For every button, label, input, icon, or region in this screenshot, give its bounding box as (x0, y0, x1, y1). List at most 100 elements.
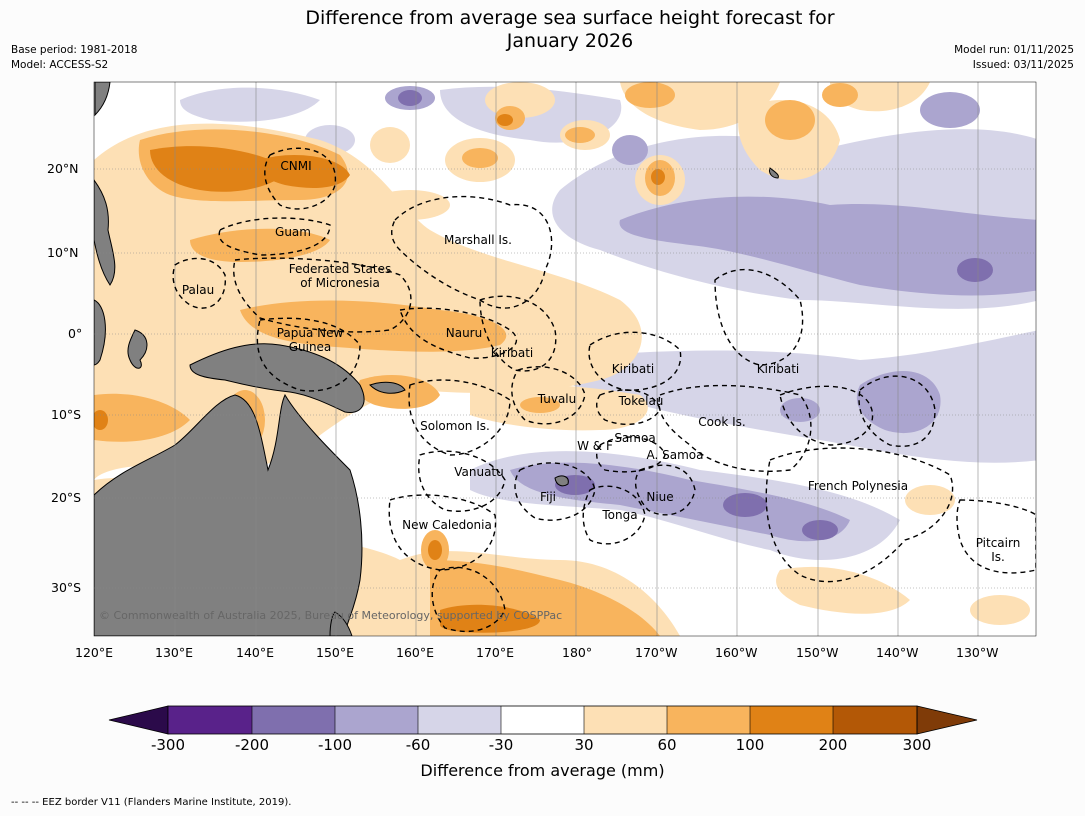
base-period: Base period: 1981-2018 (11, 44, 138, 56)
colorbar-segment (750, 706, 833, 734)
lon-label: 170°W (635, 645, 678, 660)
anomaly-patch (625, 82, 675, 108)
anomaly-patch (190, 228, 330, 262)
map-title: Difference from average sea surface heig… (0, 7, 1085, 53)
lon-label: 150°E (316, 645, 355, 660)
lat-label: 30°S (51, 580, 82, 595)
anomaly-patch (970, 595, 1030, 625)
map-frame (93, 81, 1037, 637)
colorbar-segment (252, 706, 335, 734)
lon-label: 140°W (876, 645, 919, 660)
region-label: Tokelau (618, 394, 664, 408)
region-label: Pitcairn (976, 536, 1021, 550)
colorbar-segment (667, 706, 750, 734)
eez-border (264, 147, 336, 210)
region-label: Papua New (277, 326, 344, 340)
borneo (94, 299, 106, 366)
colorbar-tick: -300 (150, 736, 186, 754)
anomaly-patch (822, 83, 858, 107)
region-label: W & F (577, 439, 613, 453)
anomaly-patch (776, 566, 910, 614)
anomaly-patch (957, 258, 993, 282)
eez-border (765, 447, 954, 583)
lat-label: 10°N (47, 245, 79, 260)
colorbar-tick: 200 (818, 736, 848, 754)
region-label: Kiribati (612, 362, 654, 376)
region-label: New Caledonia (402, 518, 492, 532)
colorbar-tick: 30 (574, 736, 594, 754)
lon-label: 180° (562, 645, 593, 660)
colorbar-tick: -100 (317, 736, 353, 754)
anomaly-patch (780, 398, 820, 422)
region-label: Tuvalu (537, 392, 577, 406)
copyright-notice: © Commonwealth of Australia 2025, Bureau… (99, 609, 563, 622)
anomaly-patch (370, 190, 450, 220)
region-label: Fiji (540, 490, 556, 504)
sulawesi (127, 329, 148, 369)
hawaii (769, 167, 779, 179)
anomaly-patch (398, 90, 422, 106)
region-label: Samoa (614, 431, 655, 445)
region-label: Guam (275, 225, 311, 239)
eez-border (256, 317, 361, 392)
region-label: Is. (991, 550, 1005, 564)
colorbar-segment (168, 706, 252, 734)
eez-border (391, 195, 553, 309)
colorbar-segment (833, 706, 917, 734)
anomaly-patch (370, 127, 410, 163)
eez-border (596, 436, 666, 473)
anomaly-patch (258, 155, 350, 188)
colorbar-tick: -30 (488, 736, 514, 754)
region-label: Vanuatu (454, 465, 504, 479)
region-label: Guinea (289, 340, 332, 354)
eez-border (582, 485, 646, 545)
colorbar-segment (501, 706, 584, 734)
anomaly-patch (651, 169, 665, 185)
australia (94, 393, 363, 636)
model-run: Model run: 01/11/2025 (954, 44, 1074, 56)
lon-label: 130°E (155, 645, 194, 660)
eez-border (388, 494, 497, 571)
region-label: CNMI (280, 159, 311, 173)
meta-right: Model run: 01/11/2025 Issued: 03/11/2025 (954, 43, 1074, 73)
region-label: Kiribati (757, 362, 799, 376)
anomaly-patch (497, 114, 513, 126)
region-label: Niue (646, 490, 673, 504)
region-label: Solomon Is. (420, 419, 490, 433)
anomaly-patch (905, 485, 955, 515)
colorbar-tick: 60 (657, 736, 677, 754)
eez-border (714, 268, 804, 366)
colorbar-title: Difference from average (mm) (420, 761, 665, 780)
colorbar-dividers (251, 706, 834, 734)
anomaly-patch (565, 127, 595, 143)
colorbar-tick: 300 (902, 736, 932, 754)
anomaly-patch (94, 410, 108, 430)
anomaly-patch (462, 148, 498, 168)
anomaly-patch (856, 371, 941, 434)
eez-border (431, 566, 506, 633)
fiji-island (554, 475, 569, 487)
anomaly-patch (520, 397, 560, 413)
anomaly-patch (428, 540, 442, 560)
eez-border (172, 257, 226, 309)
graticule (94, 82, 1036, 636)
lon-label: 170°E (476, 645, 515, 660)
eez-border (514, 462, 596, 521)
colorbar-extend-min (108, 705, 169, 735)
colorbar-frame (167, 705, 918, 735)
region-label: Cook Is. (698, 415, 745, 429)
eez-border (218, 217, 331, 256)
region-label: Nauru (446, 326, 482, 340)
anomaly-patch (920, 92, 980, 128)
eez-border (408, 379, 511, 456)
colorbar-tick: -200 (234, 736, 270, 754)
colorbar-extend-max (916, 705, 978, 735)
eez-borders (172, 147, 1036, 633)
anomaly-patch (612, 135, 648, 165)
anomaly-patch (240, 300, 507, 352)
region-label: A. Samoa (647, 448, 704, 462)
new-britain (369, 381, 406, 394)
anomaly-patch (180, 87, 320, 122)
lon-label: 130°W (956, 645, 999, 660)
